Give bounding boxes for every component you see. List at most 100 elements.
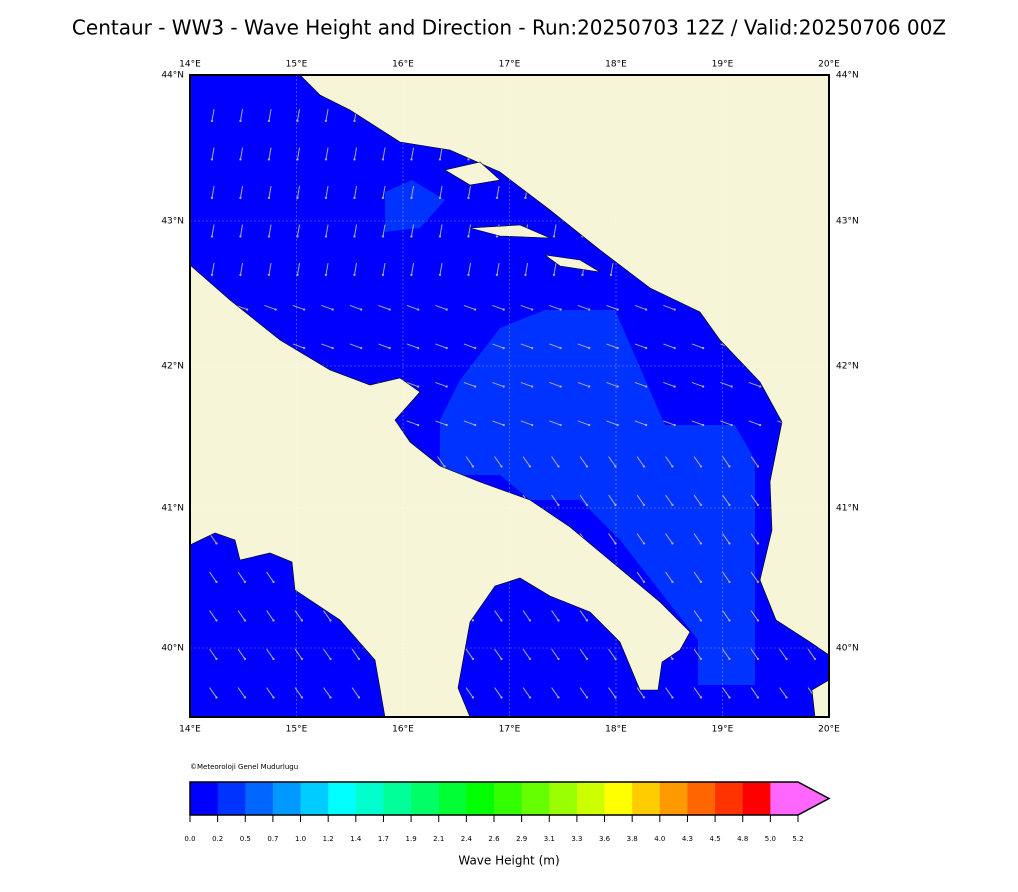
wave-arrow-head	[416, 423, 420, 427]
lon-label: 20°E	[818, 725, 840, 735]
lat-label: 43°N	[161, 217, 184, 227]
wave-arrow-head	[701, 423, 705, 427]
wave-arrow-head	[585, 696, 589, 699]
wave-arrow-head	[329, 696, 332, 699]
wave-arrow	[634, 381, 647, 388]
wave-arrow	[296, 147, 301, 160]
wave-arrow-head	[728, 465, 731, 468]
colorbar-swatch	[383, 782, 412, 815]
wave-arrow-head	[445, 346, 448, 350]
wave-arrow-head	[730, 423, 733, 427]
map-body	[190, 75, 829, 717]
wave-arrow	[522, 687, 531, 698]
lat-label: 44°N	[161, 71, 184, 81]
wave-arrow-head	[559, 308, 562, 311]
wave-arrow	[349, 343, 362, 349]
wave-arrow-head	[296, 196, 299, 200]
wave-arrow-head	[267, 235, 271, 238]
wave-arrow	[720, 420, 732, 426]
wave-arrow-head	[730, 385, 733, 388]
wave-arrow-head	[353, 158, 356, 161]
wave-arrow-head	[644, 385, 648, 388]
wave-arrow	[520, 420, 533, 426]
wave-arrow	[439, 263, 443, 275]
wave-arrow	[608, 494, 616, 506]
wave-arrow-head	[329, 657, 332, 661]
wave-arrow-head	[324, 273, 328, 277]
wave-arrow-head	[552, 273, 556, 277]
wave-arrow	[551, 494, 559, 506]
wave-arrow-head	[785, 657, 788, 661]
wave-arrow-head	[243, 657, 247, 661]
colorbar-swatch	[217, 782, 246, 815]
wave-arrow	[636, 533, 645, 544]
wave-arrow-head	[445, 423, 448, 427]
wave-arrow-head	[671, 503, 674, 507]
lon-label: 19°E	[712, 60, 734, 70]
wave-arrow	[296, 263, 301, 275]
wave-arrow-head	[557, 696, 560, 699]
wave-arrow-head	[210, 196, 214, 200]
wave-arrow-head	[239, 158, 242, 161]
wave-arrow-head	[557, 465, 560, 468]
wave-arrow-head	[215, 580, 218, 584]
colorbar-tick-label: 0.2	[212, 835, 223, 843]
wave-arrow-head	[756, 465, 760, 468]
wave-arrow	[353, 147, 358, 160]
wave-arrow	[349, 304, 362, 311]
wave-arrow-head	[324, 158, 328, 161]
wave-arrow-head	[239, 196, 242, 200]
wave-arrow	[663, 343, 675, 349]
wave-arrow-head	[756, 542, 760, 545]
wave-arrow	[722, 571, 730, 583]
wave-arrow	[693, 494, 702, 506]
wave-arrow-head	[642, 503, 646, 507]
wave-arrow	[439, 224, 443, 237]
wave-arrow-head	[500, 465, 503, 468]
lat-label: 41°N	[161, 504, 184, 514]
wave-arrow-head	[701, 385, 705, 388]
wave-arrow	[237, 687, 246, 698]
wave-arrow-head	[272, 657, 275, 661]
wave-arrow-head	[552, 235, 556, 238]
wave-arrow-head	[296, 158, 299, 161]
credit: ©Meteoroloji Genel Mudurlugu	[190, 763, 298, 771]
wave-arrow	[663, 420, 675, 426]
wave-arrow	[353, 224, 358, 237]
wave-arrow	[665, 494, 673, 506]
colorbar-swatch	[466, 782, 495, 815]
wave-arrow	[406, 304, 419, 311]
wave-arrow	[325, 263, 329, 275]
wave-arrow-head	[471, 657, 475, 661]
wave-arrow-head	[331, 308, 334, 311]
wave-arrow	[292, 343, 305, 349]
wave-arrow	[494, 687, 502, 698]
wave-arrow	[209, 648, 217, 660]
wave-arrow	[634, 304, 647, 311]
wave-arrow	[353, 263, 358, 275]
wave-arrow-head	[756, 657, 760, 661]
wave-arrow	[435, 304, 447, 311]
wave-arrow-head	[267, 196, 271, 200]
wave-arrow-head	[559, 346, 562, 350]
wave-arrow	[665, 571, 673, 583]
wave-arrow	[722, 648, 730, 660]
wave-arrow	[410, 224, 415, 237]
colorbar-tick-label: 3.8	[627, 835, 638, 843]
colorbar-swatch	[632, 782, 661, 815]
wave-arrow-head	[274, 308, 277, 311]
wave-arrow	[323, 687, 331, 698]
map-frame	[189, 74, 830, 718]
wave-arrow-head	[557, 503, 560, 507]
lon-label: 14°E	[179, 60, 201, 70]
wave-arrow	[266, 687, 274, 698]
wave-arrow	[211, 224, 215, 237]
wave-arrow-head	[302, 308, 306, 311]
wave-arrow-head	[671, 657, 674, 661]
colorbar-tick-label: 1.7	[378, 835, 389, 843]
wave-arrow-head	[524, 273, 527, 277]
wave-arrow-head	[445, 308, 448, 311]
wave-arrow-head	[215, 542, 218, 545]
wave-arrow-head	[502, 308, 505, 311]
colorbar-tick-label: 3.6	[599, 835, 611, 843]
